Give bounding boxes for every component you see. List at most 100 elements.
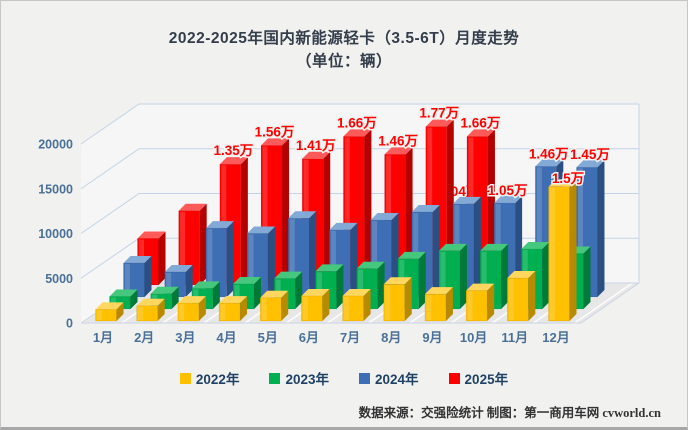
bar-2024年-1月-sheen [125,263,130,296]
bar-2022年-11月 [507,277,529,322]
grid-line-20000 [80,103,639,145]
bar-2022年-4月-top [219,296,248,304]
bar-2022年-7月-top [342,288,371,296]
bar-2023年-1月-top [109,289,138,297]
y-axis-tick-15000: 15000 [38,182,73,196]
bar-2024年-12月-side [597,160,605,297]
bar-2023年-11月-side [542,242,550,309]
bar-2024年-11月-sheen [536,167,542,296]
y-axis-tick-20000: 20000 [38,138,73,152]
bar-2025年-3月-side [240,157,248,285]
bar-2024年-1月-top [123,255,152,263]
bar-2022年-7月-sheen [344,296,350,320]
bar-2024年-8月-side [432,204,440,297]
bar-2023年-6月-side [336,264,344,309]
bar-2023年-10月-side [501,243,509,309]
bar-2025年-1月-top [137,231,166,239]
bar-2025年-6月-sheen [344,137,350,284]
bar-2025年-5月-side [323,151,331,285]
bar-2024年-2月-side [185,264,193,297]
bar-2022年-3月-sheen [179,304,185,320]
bar-2024年-1月-side [144,255,152,297]
bar-label-2022年-12月: 1.5万 [552,171,584,186]
bar-2023年-3月-side [212,281,220,309]
data-source: 数据来源：交强险统计 制图：第一商用车网 cvworld.cn [358,406,661,420]
legend-item-2022年: 2022年 [179,368,240,388]
chart-title: 2022-2025年国内新能源轻卡（3.5-6T）月度走势 （单位：辆） [1,27,687,73]
bar-2022年-9月-sheen [426,295,432,320]
bar-2022年-8月-sheen [385,285,391,320]
y-axis-tick-0: 0 [66,317,73,331]
bar-2023年-11月-top [521,242,550,250]
bar-label-2024年-12月: 1.45万 [570,147,610,162]
bar-2022年-1月-side [116,302,124,321]
bar-2024年-4月-side [268,226,276,297]
bar-2023年-9月-top [438,243,467,251]
legend: 2022年 2023年 2024年 2025年 [1,368,687,388]
bar-label-2025年-7月: 1.46万 [378,133,418,148]
bar-2025年-2月-top [178,203,207,211]
x-axis-month-5月: 5月 [258,330,278,345]
bar-label-2025年-4月: 1.56万 [255,124,295,139]
bar-2024年-12月-top [576,160,605,168]
bar-2023年-3月-top [191,281,220,289]
bar-2022年-3月-side [198,296,206,321]
x-axis-month-9月: 9月 [422,330,442,345]
bar-2023年-12月-side [583,246,591,309]
legend-label: 2023年 [285,372,329,387]
bar-2023年-7月-sheen [358,269,364,308]
bar-2025年-7月-top [384,147,413,155]
bar-2022年-1月 [95,309,117,322]
bar-2023年-10月-top [480,243,509,251]
bar-2022年-12月-sheen [549,187,555,320]
bar-2022年-10月-sheen [467,291,473,320]
bar-label-2025年-8月: 1.77万 [419,106,459,121]
bar-2022年-9月-side [445,287,453,321]
bar-2025年-4月-sheen [262,146,268,284]
bar-2022年-6月-top [301,288,330,296]
bar-2024年-9月-side [473,196,481,297]
bar-2024年-6月-sheen [330,230,336,296]
legend-label: 2022年 [195,372,240,387]
bar-2024年-7月-side [391,213,399,297]
bar-2024年-5月-side [309,211,317,297]
bar-2022年-12月-top [548,179,577,187]
bar-2022年-1月-top [95,302,124,310]
legend-swatch [359,372,370,384]
legend-swatch [448,372,460,384]
bar-2022年-9月-top [424,287,453,295]
bar-2024年-11月-top [535,159,564,167]
bar-2022年-2月-side [157,298,165,321]
bar-2022年-6月-side [322,288,330,321]
legend-swatch [269,372,281,384]
bar-2022年-6月 [301,295,323,322]
bar-2024年-6月-top [329,222,358,230]
bar-2022年-10月 [465,290,488,322]
floor-separator [574,282,634,324]
bar-2023年-5月-top [274,271,303,279]
bar-2022年-1月-sheen [97,310,102,320]
bar-2023年-5月-side [295,271,303,309]
bar-2023年-6月-top [315,264,344,272]
bar-2023年-9月-side [459,243,467,309]
x-axis-month-2月: 2月 [134,330,154,345]
bar-2022年-5月-top [260,290,289,298]
bar-2024年-7月-top [370,213,399,221]
bar-2022年-2月-top [136,298,165,306]
bar-2024年-5月-sheen [289,219,295,296]
bar-2025年-8月-side [446,119,454,286]
legend-swatch [179,372,191,384]
x-axis-month-12月: 12月 [542,330,569,345]
bar-2023年-4月-top [233,276,262,284]
bar-2024年-4月-sheen [248,234,254,296]
y-axis-tick-5000: 5000 [45,272,73,286]
bar-2022年-6月-sheen [302,296,308,320]
x-axis-month-10月: 10月 [460,330,487,345]
x-axis-month-8月: 8月 [381,330,401,345]
bar-2022年-12月-side [569,179,577,321]
bar-2024年-3月-sheen [207,229,213,296]
bar-2022年-7月 [342,295,364,322]
bar-2023年-2月-top [150,286,179,294]
